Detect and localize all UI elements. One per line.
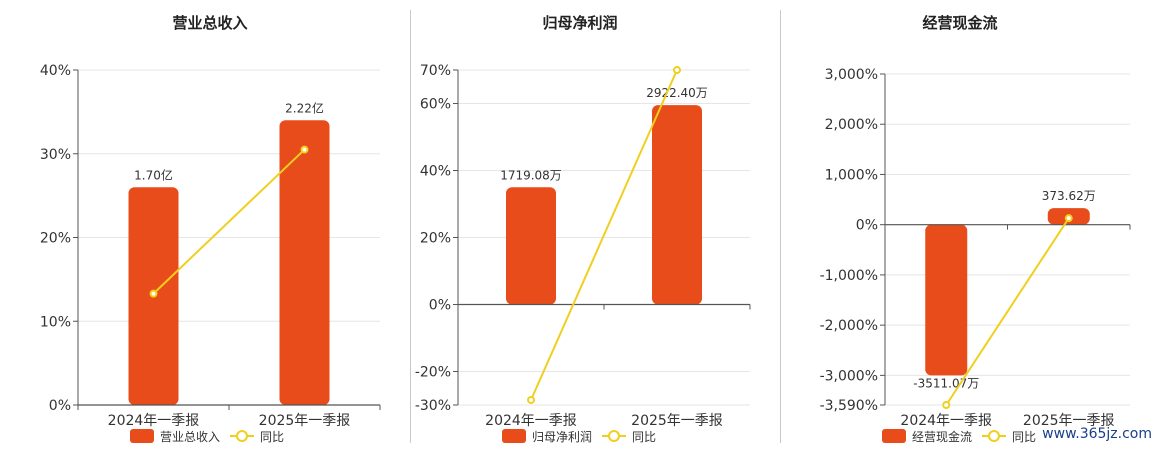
- legend-bar-swatch: [502, 429, 526, 443]
- legend-line-marker: [988, 430, 1000, 442]
- chart-title: 营业总收入: [172, 14, 247, 32]
- yoy-point: [527, 395, 535, 404]
- x-tick-label: 2025年一季报: [259, 413, 351, 429]
- yoy-line: [530, 69, 678, 401]
- chart-panel-revenue: 营业总收入 0% 10% 20% 30% 40% 1.70亿 2.22亿 2024年一季报 202…: [0, 0, 400, 450]
- bar: [925, 224, 968, 376]
- data-label: 2.22亿: [285, 100, 324, 115]
- x-tick-label: 2025年一季报: [631, 413, 723, 429]
- bar: [506, 187, 556, 305]
- panel-divider: [410, 10, 411, 443]
- y-tick-label: 70%: [420, 63, 451, 79]
- legend-line-label: 同比: [260, 430, 284, 444]
- yoy-line: [152, 148, 306, 295]
- y-tick-label: 40%: [40, 63, 71, 79]
- y-tick-label: 0%: [429, 298, 451, 314]
- data-label: 373.62万: [1042, 189, 1096, 203]
- yoy-point: [673, 66, 681, 74]
- x-tick-label: 2024年一季报: [485, 413, 577, 429]
- data-label: 1719.08万: [500, 168, 562, 182]
- yoy-point: [942, 401, 951, 409]
- y-tick-label: 2,000%: [825, 117, 878, 133]
- y-tick-label: 20%: [40, 231, 71, 247]
- bar: [279, 120, 330, 405]
- legend-bar-label: 归母净利润: [532, 430, 592, 444]
- y-tick-label: 1,000%: [825, 167, 878, 183]
- yoy-point: [300, 145, 309, 154]
- y-tick-label: -20%: [415, 365, 451, 381]
- y-tick-label: -1,000%: [820, 268, 878, 284]
- net-profit-chart: 归母净利润 -30% -20% 0% 20% 40% 60% 70% 1719.08万 2922.…: [415, 14, 751, 444]
- yoy-line: [945, 217, 1070, 406]
- chart-title: 经营现金流: [922, 14, 997, 32]
- y-tick-label: 0%: [49, 398, 71, 414]
- y-tick-label: 40%: [420, 164, 451, 180]
- legend-line-marker: [608, 430, 620, 442]
- y-tick-label: -3,590%: [820, 398, 878, 414]
- y-tick-label: 60%: [420, 97, 451, 113]
- chart-panel-cash-flow: 经营现金流 -3,590% -3,000% -2,000% -1,000% 0% 1,000…: [760, 0, 1160, 450]
- y-tick-label: -2,000%: [820, 318, 878, 334]
- data-label: 1.70亿: [134, 167, 173, 182]
- y-tick-label: 20%: [420, 231, 451, 247]
- x-tick-label: 2024年一季报: [108, 413, 200, 429]
- y-tick-label: -30%: [415, 398, 451, 414]
- data-label: -3511.07万: [913, 376, 979, 390]
- legend-line-label: 同比: [632, 430, 656, 444]
- cash-flow-chart: 经营现金流 -3,590% -3,000% -2,000% -1,000% 0% 1,000…: [820, 14, 1131, 444]
- panel-divider: [780, 10, 781, 443]
- x-tick-label: 2024年一季报: [900, 413, 992, 429]
- bar: [652, 105, 702, 305]
- legend-bar-swatch: [882, 429, 906, 443]
- legend-bar-label: 经营现金流: [912, 429, 972, 444]
- watermark: www.365jz.com: [1042, 426, 1152, 442]
- legend-line-label: 同比: [1012, 430, 1036, 444]
- chart-title: 归母净利润: [542, 14, 617, 32]
- y-tick-label: 10%: [40, 314, 71, 330]
- y-tick-label: 30%: [40, 147, 71, 163]
- data-label: 2922.40万: [646, 86, 708, 100]
- yoy-point: [149, 289, 158, 298]
- chart-panel-net-profit: 归母净利润 -30% -20% 0% 20% 40% 60% 70% 1719.08万 2922.…: [380, 0, 780, 450]
- y-tick-label: 0%: [856, 218, 878, 234]
- yoy-point: [1064, 214, 1073, 223]
- revenue-chart: 营业总收入 0% 10% 20% 30% 40% 1.70亿 2.22亿 2024年一季报 202…: [40, 14, 381, 444]
- legend-line-marker: [236, 430, 248, 442]
- legend-bar-swatch: [130, 429, 154, 443]
- x-tick-label: 2025年一季报: [1023, 413, 1115, 429]
- y-tick-label: -3,000%: [820, 368, 878, 384]
- y-tick-label: 3,000%: [825, 67, 878, 83]
- legend-bar-label: 营业总收入: [160, 430, 220, 444]
